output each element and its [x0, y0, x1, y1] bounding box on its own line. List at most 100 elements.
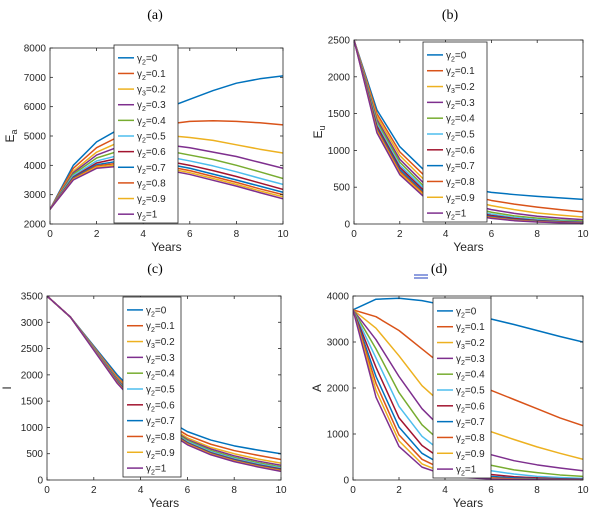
x-axis-label: Years [453, 496, 483, 510]
legend-entry-1: γ2=0.1 [446, 66, 475, 79]
y-axis-label: Ea [3, 129, 19, 142]
x-tick-label: 4 [443, 229, 449, 240]
legend-entry-8: γ2=0.8 [137, 178, 166, 191]
y-axis-label: I [0, 386, 14, 389]
legend-entry-1: γ2=0.1 [137, 69, 166, 82]
y-tick-label: 1000 [327, 430, 350, 441]
chart-panel-2: (b) 0 2 4 6 8 10 0 500 1000 1500 2000 2500 Years Eu γ2=… [311, 8, 589, 254]
y-tick-label: 2000 [328, 72, 351, 83]
legend-entry-5: γ2=0.5 [137, 132, 166, 145]
x-tick-label: 10 [577, 229, 589, 240]
y-tick-label: 0 [37, 476, 43, 487]
x-tick-label: 2 [397, 229, 403, 240]
legend-entry-2: γ3=0.2 [446, 82, 475, 95]
x-tick-label: 4 [442, 485, 448, 496]
x-tick-label: 8 [231, 485, 237, 496]
legend-entry-8: γ2=0.8 [456, 433, 485, 446]
legend-entry-9: γ2=0.9 [446, 193, 475, 206]
legend-entry-7: γ2=0.7 [446, 161, 475, 174]
y-tick-label: 500 [333, 183, 350, 194]
legend-entry-1: γ2=0.1 [456, 322, 485, 335]
legend-entry-10: γ2=1 [137, 210, 158, 223]
x-tick-label: 2 [94, 229, 100, 240]
chart-panel-1: (a) 0 2 4 6 8 10 2000 3000 4000 5000 6000 7000 8000 Ye… [3, 8, 289, 254]
x-axis-label: Years [149, 496, 179, 510]
y-tick-label: 8000 [24, 44, 47, 55]
legend-box [432, 297, 492, 479]
plot-frame [46, 295, 282, 481]
y-axis-label: A [310, 384, 324, 392]
legend-box [113, 44, 179, 224]
x-tick-label: 8 [534, 485, 540, 496]
x-tick-label: 8 [234, 229, 240, 240]
legend-entry-0: γ2=0 [456, 306, 477, 319]
legend-entry-9: γ2=0.9 [146, 448, 175, 461]
y-tick-label: 5000 [24, 132, 47, 143]
legend: γ2=0 γ2=0.1 γ3=0.2 γ2=0.3 γ2=0.4 γ2=0.5 γ2=0.6… [432, 297, 492, 479]
x-tick-label: 6 [185, 485, 191, 496]
y-tick-label: 2500 [328, 36, 351, 47]
y-tick-label: 3000 [24, 190, 47, 201]
legend-entry-0: γ2=0 [146, 305, 167, 318]
legend-entry-4: γ2=0.4 [137, 116, 166, 129]
legend-entry-5: γ2=0.5 [456, 386, 485, 399]
x-tick-label: 0 [47, 229, 53, 240]
y-tick-label: 2500 [21, 344, 44, 355]
x-tick-label: 6 [187, 229, 193, 240]
chart-panel-4: (d)0 2 4 6 8 1001000200030004000YearsAγ2=0γ2=… [310, 262, 589, 510]
y-axis-label: Eu [311, 125, 327, 138]
chart-panel-3: (c) 0 2 4 6 8 10 0 500 1000 1500 2000 2500 3000 3500 Ye… [0, 262, 287, 510]
x-tick-label: 4 [138, 485, 144, 496]
legend-entry-2: γ3=0.2 [137, 85, 166, 98]
legend-entry-2: γ3=0.2 [456, 338, 485, 351]
y-tick-label: 3000 [327, 338, 350, 349]
x-tick-label: 2 [91, 485, 97, 496]
y-tick-label: 4000 [24, 161, 47, 172]
legend-box [122, 296, 182, 478]
legend-entry-2: γ3=0.2 [146, 337, 175, 350]
plot-frame [353, 39, 584, 225]
legend-box [422, 41, 488, 223]
y-tick-label: 7000 [24, 73, 47, 84]
y-tick-label: 1500 [21, 397, 44, 408]
legend-entry-6: γ2=0.6 [146, 400, 175, 413]
panel-title: (d) [431, 262, 448, 277]
panel-title: (b) [442, 8, 459, 23]
legend-entry-4: γ2=0.4 [146, 369, 175, 382]
legend-entry-10: γ2=1 [146, 464, 167, 477]
legend-entry-6: γ2=0.6 [446, 145, 475, 158]
x-tick-label: 0 [350, 485, 356, 496]
x-tick-label: 10 [577, 485, 589, 496]
legend-entry-3: γ2=0.3 [446, 98, 475, 111]
legend-entry-1: γ2=0.1 [146, 321, 175, 334]
legend: γ2=0 γ2=0.1 γ3=0.2 γ2=0.3 γ2=0.4 γ2=0.5 γ2=0.6… [113, 44, 179, 224]
y-tick-label: 3500 [21, 292, 44, 303]
legend-entry-10: γ2=1 [456, 465, 477, 478]
x-tick-label: 10 [277, 229, 289, 240]
y-tick-label: 3000 [21, 318, 44, 329]
legend-entry-6: γ2=0.6 [456, 401, 485, 414]
legend-entry-5: γ2=0.5 [146, 385, 175, 398]
legend-entry-9: γ2=0.9 [456, 449, 485, 462]
x-axis-label: Years [453, 240, 483, 254]
y-tick-label: 1000 [328, 146, 351, 157]
y-tick-label: 1000 [21, 423, 44, 434]
x-tick-label: 4 [140, 229, 146, 240]
legend: γ2=0 γ2=0.1 γ3=0.2 γ2=0.3 γ2=0.4 γ2=0.5 γ2=0.6… [422, 41, 488, 223]
panel-title: (a) [147, 8, 163, 23]
panel-title: (c) [147, 262, 163, 277]
legend-entry-0: γ2=0 [137, 53, 158, 66]
y-tick-label: 0 [343, 476, 349, 487]
legend-entry-0: γ2=0 [446, 50, 467, 63]
legend-entry-10: γ2=1 [446, 209, 467, 222]
legend-entry-8: γ2=0.8 [146, 432, 175, 445]
x-tick-label: 0 [44, 485, 50, 496]
y-tick-label: 4000 [327, 292, 350, 303]
x-tick-label: 8 [534, 229, 540, 240]
y-tick-label: 1500 [328, 109, 351, 120]
legend-entry-8: γ2=0.8 [446, 177, 475, 190]
x-tick-label: 10 [275, 485, 287, 496]
x-tick-label: 6 [489, 229, 495, 240]
y-tick-label: 500 [26, 449, 43, 460]
